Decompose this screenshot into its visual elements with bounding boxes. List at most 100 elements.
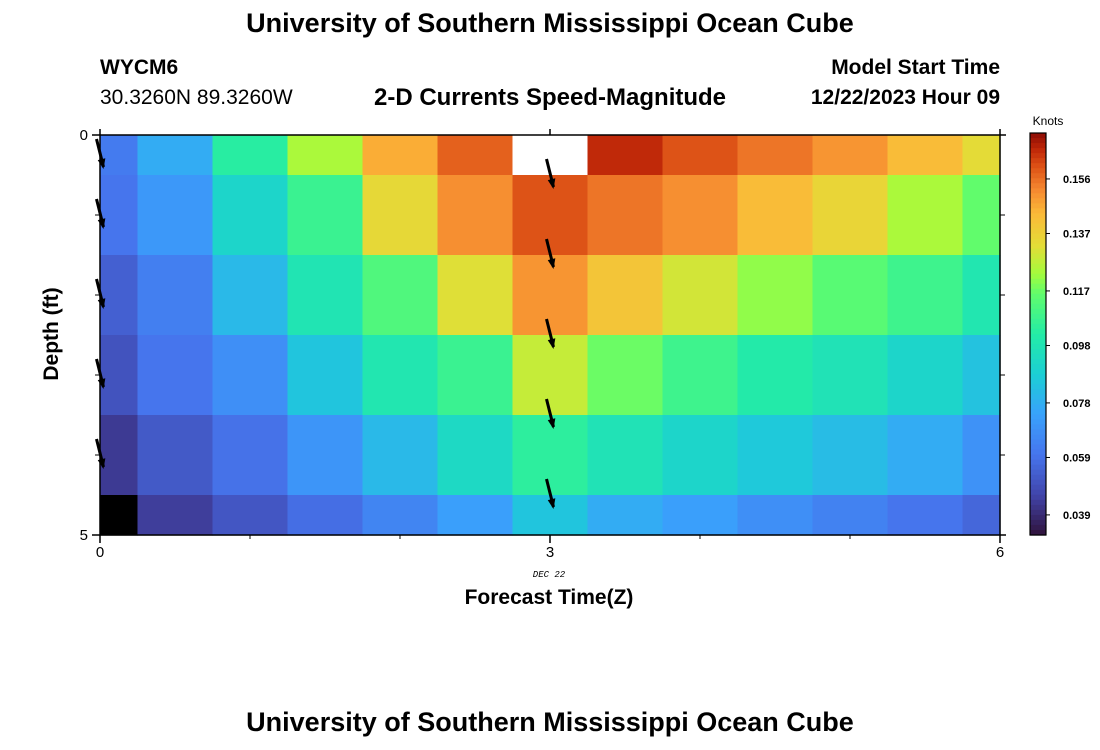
heatmap-cell [662, 135, 739, 176]
heatmap-cell [887, 495, 964, 536]
heatmap-cell [812, 495, 889, 536]
heatmap-cell [887, 175, 964, 256]
colorbar-label: Knots [1033, 114, 1064, 128]
heatmap-cell [962, 335, 1001, 416]
current-vector-arrow [545, 158, 556, 189]
heatmap-cell [287, 175, 364, 256]
heatmap-cell [812, 255, 889, 336]
x-axis-label: Forecast Time(Z) [465, 586, 634, 609]
heatmap-cell [437, 135, 514, 176]
colorbar-tick-label: 0.098 [1063, 340, 1091, 352]
heatmap-cell [737, 335, 814, 416]
colorbar-tick-label: 0.156 [1063, 174, 1091, 186]
heatmap-cell [662, 175, 739, 256]
heatmap-cell [737, 175, 814, 256]
heatmap-cell [137, 255, 214, 336]
heatmap-cell [362, 175, 439, 256]
heatmap-cell [287, 415, 364, 496]
heatmap-cell [100, 175, 139, 256]
heatmap-cell [212, 255, 289, 336]
heatmap-cell [287, 135, 364, 176]
heatmap-cell [137, 175, 214, 256]
current-vector-arrow [545, 318, 556, 349]
heatmap-cell [587, 175, 664, 256]
heatmap-cell [662, 495, 739, 536]
heatmap-cell [100, 495, 139, 536]
colorbar-tick-label: 0.117 [1063, 286, 1090, 298]
heatmap-cell [100, 135, 139, 176]
heatmap-cell [437, 415, 514, 496]
heatmap-cell [587, 415, 664, 496]
model-start-time: 12/22/2023 Hour 09 [810, 86, 1000, 109]
y-tick-label: 5 [80, 527, 88, 544]
heatmap-cell [812, 175, 889, 256]
heatmap-cell [887, 415, 964, 496]
colorbar-tick-label: 0.137 [1063, 229, 1091, 241]
heatmap-cell [887, 335, 964, 416]
heatmap-cell [100, 335, 139, 416]
heatmap-cell [137, 335, 214, 416]
heatmap-cell [812, 135, 889, 176]
heatmap-cell [212, 135, 289, 176]
chart-subtitle: 2-D Currents Speed-Magnitude [373, 84, 727, 111]
heatmap-cell [737, 495, 814, 536]
heatmap-cell [100, 415, 139, 496]
heatmap-cell [962, 255, 1001, 336]
heatmap-cell [437, 255, 514, 336]
heatmap-cell [812, 415, 889, 496]
station-coordinates: 30.3260N 89.3260W [100, 86, 293, 109]
heatmap-cell [287, 335, 364, 416]
x-tick-label: 3 [546, 544, 554, 561]
heatmap-cell [887, 135, 964, 176]
y-axis-label: Depth (ft) [40, 287, 63, 380]
heatmap-cell [212, 175, 289, 256]
heatmap-cell [962, 135, 1001, 176]
current-vector-arrow [545, 398, 556, 429]
heatmap-cell [362, 135, 439, 176]
heatmap-cell [887, 255, 964, 336]
heatmap-cell [962, 175, 1001, 256]
heatmap-cell [362, 415, 439, 496]
current-vector-arrow [545, 238, 556, 269]
heatmap-cell [512, 335, 589, 416]
model-start-label: Model Start Time [831, 56, 1000, 79]
heatmap-cell [662, 415, 739, 496]
station-id: WYCM6 [100, 56, 179, 79]
heatmap-cell [362, 495, 439, 536]
heatmap-cell [512, 175, 589, 256]
heatmap-cells [100, 135, 1001, 536]
x-tick-label: 6 [996, 544, 1004, 561]
heatmap-cell [137, 415, 214, 496]
heatmap-cell [437, 495, 514, 536]
heatmap-cell [662, 335, 739, 416]
page-title: University of Southern Mississippi Ocean… [246, 8, 854, 38]
heatmap-cell [212, 415, 289, 496]
y-tick-label: 0 [80, 127, 88, 144]
colorbar: 0.039 0.059 0.078 0.098 0.117 0.137 0.156 [1029, 132, 1091, 536]
heatmap-cell [662, 255, 739, 336]
heatmap-cell [962, 415, 1001, 496]
heatmap-cell [362, 335, 439, 416]
heatmap-cell [812, 335, 889, 416]
heatmap-cell [437, 335, 514, 416]
heatmap-cell [100, 255, 139, 336]
heatmap-cell [362, 255, 439, 336]
colorbar-tick-label: 0.078 [1063, 398, 1091, 410]
heatmap-cell [962, 495, 1001, 536]
current-vector-arrow [545, 478, 556, 509]
heatmap-cell [212, 335, 289, 416]
heatmap-cell [587, 135, 664, 176]
heatmap-cell [287, 255, 364, 336]
footer-title: University of Southern Mississippi Ocean… [246, 707, 854, 737]
colorbar-tick-label: 0.039 [1063, 510, 1091, 522]
heatmap-cell [737, 415, 814, 496]
heatmap-cell [437, 175, 514, 256]
heatmap-cell [587, 335, 664, 416]
heatmap-cell [587, 255, 664, 336]
heatmap-cell [512, 255, 589, 336]
x-tick-label: 0 [96, 544, 104, 561]
heatmap-cell [737, 135, 814, 176]
axes: 0 3 605 [80, 127, 1006, 561]
heatmap-cell [137, 135, 214, 176]
